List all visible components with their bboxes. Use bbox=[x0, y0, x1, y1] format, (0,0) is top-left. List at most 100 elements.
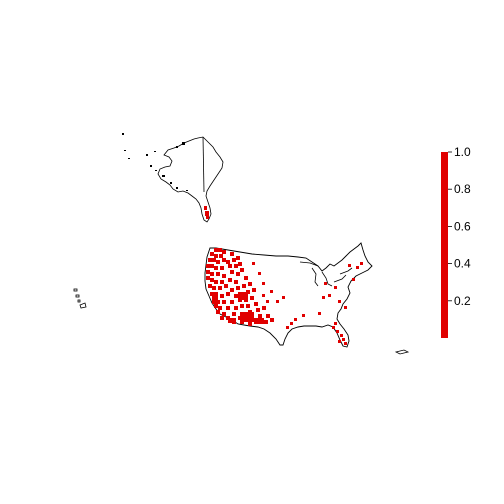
shaded-cell bbox=[222, 312, 226, 316]
shaded-cell bbox=[252, 262, 255, 265]
shaded-cell bbox=[230, 300, 234, 304]
shaded-cell bbox=[338, 300, 341, 303]
legend-colorbar bbox=[441, 152, 448, 338]
shaded-cell bbox=[214, 280, 218, 284]
shaded-cell bbox=[222, 274, 226, 278]
shaded-cell bbox=[212, 296, 218, 304]
shaded-cell bbox=[262, 282, 265, 285]
alaska-inner-line bbox=[202, 136, 205, 193]
shaded-cell bbox=[334, 322, 337, 325]
shaded-cell bbox=[210, 252, 214, 256]
shaded-cell bbox=[270, 318, 274, 322]
shaded-cell bbox=[234, 306, 238, 310]
legend: 1.0 0.8 0.6 0.4 0.2 bbox=[441, 145, 471, 338]
shaded-cell bbox=[234, 264, 238, 268]
shaded-cell bbox=[210, 264, 214, 268]
shaded-cell bbox=[206, 216, 209, 219]
shaded-cell bbox=[282, 296, 285, 299]
shaded-cell bbox=[222, 250, 226, 254]
shaded-cell bbox=[344, 306, 347, 309]
shaded-cell bbox=[220, 280, 224, 284]
shaded-cell bbox=[338, 340, 341, 343]
shaded-cell bbox=[238, 316, 242, 320]
shaded-cell bbox=[360, 262, 363, 265]
shaded-cell bbox=[342, 338, 345, 341]
shaded-cell bbox=[264, 320, 268, 324]
shaded-cell bbox=[206, 270, 210, 274]
shaded-cell bbox=[228, 318, 236, 323]
alaska-outline bbox=[157, 136, 224, 223]
shaded-cell bbox=[236, 286, 240, 290]
shaded-cell bbox=[336, 330, 339, 333]
shaded-cell bbox=[250, 296, 254, 300]
shaded-cell bbox=[214, 304, 218, 308]
shaded-cell bbox=[290, 322, 293, 325]
shaded-cell bbox=[224, 284, 228, 288]
legend-tick-label: 1.0 bbox=[454, 145, 471, 159]
shaded-cell bbox=[254, 318, 264, 324]
shaded-cell bbox=[218, 306, 222, 310]
shaded-cell bbox=[206, 276, 210, 280]
great-lakes bbox=[299, 261, 353, 287]
shaded-cell bbox=[332, 326, 335, 329]
shaded-cell bbox=[356, 266, 359, 269]
shaded-cell bbox=[220, 266, 224, 270]
shaded-cell bbox=[218, 286, 222, 290]
shaded-cell bbox=[214, 266, 218, 270]
shaded-cell bbox=[318, 312, 321, 315]
legend-tick-label: 0.8 bbox=[454, 182, 471, 196]
shaded-cell bbox=[208, 258, 212, 262]
shaded-cell bbox=[244, 276, 248, 280]
hawaii-map bbox=[73, 288, 87, 309]
shaded-cell bbox=[286, 326, 289, 329]
shaded-cell bbox=[238, 292, 248, 300]
shaded-cell bbox=[254, 302, 258, 306]
shaded-cell bbox=[212, 286, 216, 290]
shaded-cell bbox=[276, 300, 279, 303]
shaded-cell bbox=[266, 300, 269, 303]
shaded-cell bbox=[228, 278, 232, 282]
shaded-cell bbox=[226, 306, 230, 310]
shaded-cell bbox=[256, 308, 260, 312]
shaded-cell bbox=[226, 292, 230, 296]
shaded-cell bbox=[220, 316, 224, 320]
shaded-cell bbox=[230, 288, 234, 292]
shaded-cell bbox=[218, 248, 222, 252]
shaded-cell bbox=[270, 290, 273, 293]
alaska-map bbox=[157, 136, 224, 223]
shaded-cell bbox=[208, 284, 212, 288]
shaded-cell bbox=[216, 260, 220, 264]
shaded-cell bbox=[328, 294, 331, 297]
shaded-cell bbox=[206, 264, 210, 268]
shaded-cell bbox=[222, 300, 226, 304]
shaded-cell bbox=[214, 248, 218, 252]
shaded-cell bbox=[352, 278, 355, 281]
legend-tick-label: 0.2 bbox=[454, 294, 471, 308]
shaded-cell bbox=[238, 262, 242, 266]
shaded-cell bbox=[232, 258, 236, 262]
contiguous-us-map bbox=[204, 242, 373, 348]
shaded-cell bbox=[210, 272, 214, 276]
shaded-cell bbox=[205, 211, 209, 216]
shaded-cell bbox=[220, 294, 224, 298]
shaded-cell bbox=[294, 318, 297, 321]
shaded-cell bbox=[236, 256, 240, 260]
shaded-cell bbox=[258, 272, 261, 275]
shaded-cell bbox=[242, 284, 246, 288]
shaded-cell bbox=[228, 264, 232, 268]
shaded-cell bbox=[266, 314, 270, 318]
legend-ticks: 1.0 0.8 0.6 0.4 0.2 bbox=[448, 145, 471, 308]
shaded-cell bbox=[262, 294, 265, 297]
shaded-cell bbox=[242, 312, 254, 322]
legend-tick-label: 0.4 bbox=[454, 257, 471, 271]
puerto-rico-map bbox=[394, 349, 410, 355]
shaded-cell bbox=[210, 292, 214, 296]
shaded-cell bbox=[324, 282, 327, 285]
shaded-cell bbox=[348, 264, 351, 267]
shaded-cell bbox=[214, 292, 218, 296]
shaded-cell bbox=[210, 278, 214, 282]
shaded-cell bbox=[344, 342, 347, 345]
shaded-cell bbox=[222, 258, 226, 262]
